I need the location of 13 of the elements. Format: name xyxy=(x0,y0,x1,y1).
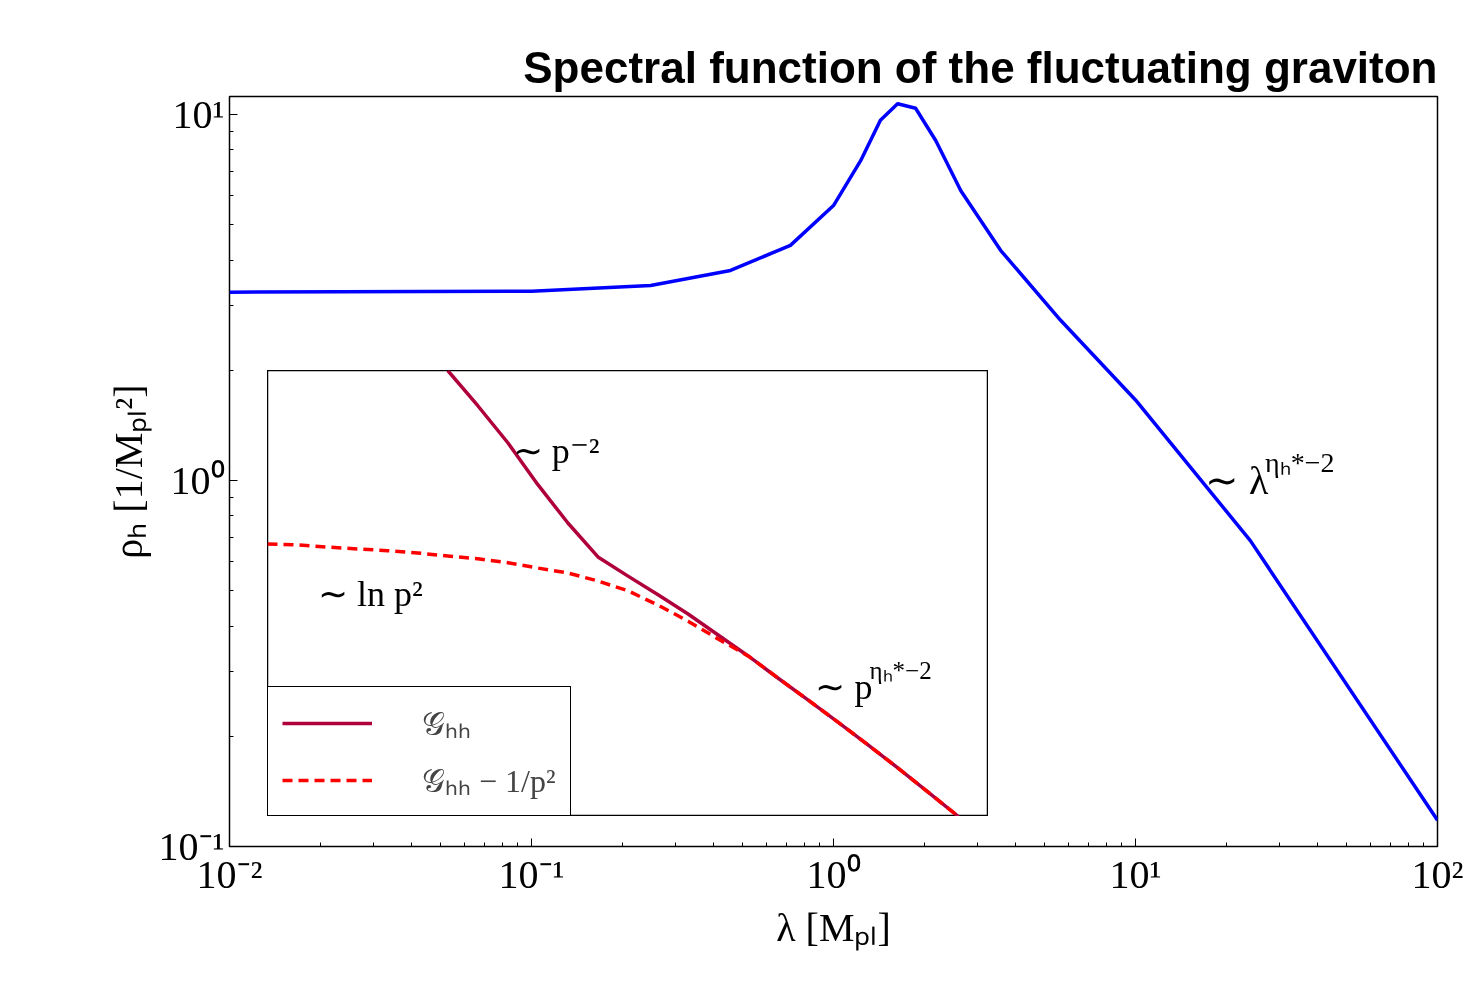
y-tick-label: 10¹ xyxy=(172,92,225,138)
chart-title: Spectral function of the fluctuating graviton xyxy=(523,42,1438,92)
x-axis-title: λ [Mₚₗ] xyxy=(776,904,891,951)
x-tick-label: 10¹ xyxy=(1109,851,1162,897)
annotation: ∼ ln p² xyxy=(317,573,423,614)
x-tick-label: 10² xyxy=(1411,851,1464,897)
annotation: ∼ p⁻² xyxy=(512,430,600,471)
y-axis-title: ρₕ [1/Mₚₗ²] xyxy=(105,384,152,559)
y-tick-label: 10⁰ xyxy=(170,458,225,504)
x-tick-label: 10⁰ xyxy=(806,851,861,897)
legend-label: 𝒢ₕₕ − 1/p² xyxy=(422,762,556,801)
legend-label: 𝒢ₕₕ xyxy=(422,705,471,744)
x-tick-label: 10⁻¹ xyxy=(498,851,565,897)
